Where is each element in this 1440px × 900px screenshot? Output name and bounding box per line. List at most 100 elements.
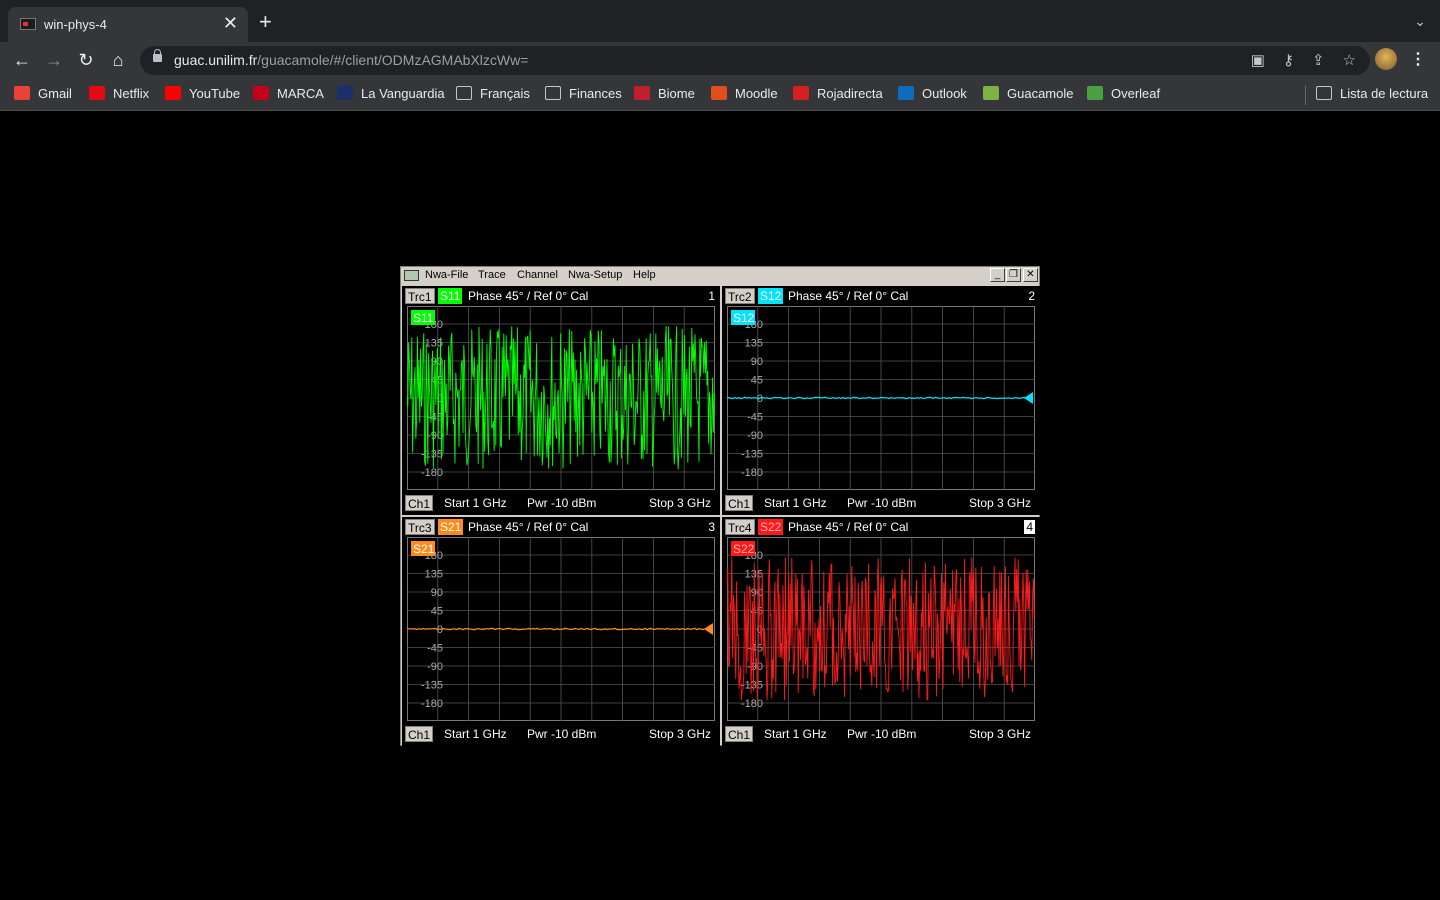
trace-tag[interactable]: S12 bbox=[733, 311, 755, 325]
reading-list[interactable]: Lista de lectura bbox=[1316, 86, 1428, 101]
bookmark-guacamole[interactable]: Guacamole bbox=[983, 86, 1073, 101]
trace-line bbox=[727, 396, 1026, 400]
minimize-icon[interactable]: _ bbox=[990, 268, 1005, 282]
channel-label[interactable]: Ch1 bbox=[725, 495, 754, 511]
favicon-icon bbox=[711, 86, 727, 100]
y-tick-label: -45 bbox=[427, 412, 443, 424]
lock-icon[interactable] bbox=[153, 49, 162, 62]
forward-icon[interactable]: → bbox=[45, 50, 63, 70]
bookmark-moodle[interactable]: Moodle bbox=[711, 86, 778, 101]
y-tick-label: -90 bbox=[427, 430, 443, 442]
home-icon[interactable]: ⌂ bbox=[112, 50, 124, 70]
channel-label[interactable]: Ch1 bbox=[405, 726, 434, 742]
trace-tag[interactable]: S22 bbox=[733, 542, 755, 556]
channel-label[interactable]: Ch1 bbox=[725, 726, 754, 742]
restore-icon[interactable]: ❐ bbox=[1006, 268, 1021, 282]
tab-strip: win-phys-4 ✕ + ⌄ bbox=[0, 0, 1440, 42]
y-tick-label: 135 bbox=[425, 338, 443, 350]
bookmark-gmail[interactable]: Gmail bbox=[14, 86, 72, 101]
start-frequency: Start 1 GHz bbox=[764, 496, 827, 510]
favicon-icon bbox=[14, 86, 30, 100]
reading-list-label: Lista de lectura bbox=[1340, 86, 1429, 101]
y-tick-label: -135 bbox=[421, 680, 443, 692]
trace-tag[interactable]: S21 bbox=[413, 542, 435, 556]
bookmark-label: YouTube bbox=[189, 86, 241, 101]
y-tick-label: -135 bbox=[741, 680, 763, 692]
bookmark-rojadirecta[interactable]: Rojadirecta bbox=[793, 86, 883, 101]
reference-marker[interactable] bbox=[1024, 392, 1033, 404]
bookmark-label: Finances bbox=[569, 86, 622, 101]
bookmark-overleaf[interactable]: Overleaf bbox=[1087, 86, 1160, 101]
y-tick-label: -90 bbox=[747, 661, 763, 673]
bookmark-label: La Vanguardia bbox=[361, 86, 445, 101]
trace-format: Phase 45° / Ref 0° Cal bbox=[788, 289, 909, 303]
y-tick-label: -90 bbox=[747, 430, 763, 442]
pane-footer: Ch1 Start 1 GHz Pwr -10 dBm Stop 3 GHz bbox=[722, 493, 1038, 513]
reload-icon[interactable]: ↻ bbox=[78, 50, 94, 70]
stop-frequency: Stop 3 GHz bbox=[969, 496, 1032, 510]
new-tab-icon[interactable]: + bbox=[259, 9, 272, 34]
pane-footer: Ch1 Start 1 GHz Pwr -10 dBm Stop 3 GHz bbox=[402, 724, 718, 744]
close-tab-icon[interactable]: ✕ bbox=[222, 13, 238, 33]
clipboard-icon[interactable]: ▣ bbox=[1250, 52, 1265, 69]
browser-toolbar: ← → ↻ ⌂ guac.unilim.fr/guacamole/#/clien… bbox=[0, 42, 1440, 78]
stop-frequency: Stop 3 GHz bbox=[969, 727, 1032, 741]
favicon-icon bbox=[793, 86, 809, 100]
bookmarks-bar: Gmail Netflix YouTube MARCA La Vanguardia Fra… bbox=[0, 78, 1440, 111]
browser-menu-icon[interactable]: ⋮ bbox=[1410, 51, 1426, 68]
url-text[interactable]: guac.unilim.fr/guacamole/#/client/ODMzAG… bbox=[174, 52, 528, 68]
share-icon[interactable]: ⇪ bbox=[1311, 52, 1325, 69]
close-window-icon[interactable]: ✕ bbox=[1023, 268, 1038, 282]
menu-channel[interactable]: Channel bbox=[517, 269, 558, 281]
key-icon[interactable]: ⚷ bbox=[1282, 52, 1294, 69]
channel-label[interactable]: Ch1 bbox=[405, 495, 434, 511]
address-bar[interactable]: guac.unilim.fr/guacamole/#/client/ODMzAG… bbox=[140, 46, 1370, 75]
y-tick-label: 90 bbox=[431, 587, 443, 599]
bookmark-marca[interactable]: MARCA bbox=[253, 86, 324, 101]
menu-trace[interactable]: Trace bbox=[478, 269, 506, 281]
y-tick-label: -45 bbox=[427, 643, 443, 655]
stop-frequency: Stop 3 GHz bbox=[649, 727, 712, 741]
trace-label[interactable]: Trc4 bbox=[725, 519, 755, 535]
bookmark-fran-ais[interactable]: Français bbox=[456, 86, 530, 101]
trace-label[interactable]: Trc3 bbox=[405, 519, 435, 535]
sparam-label[interactable]: S22 bbox=[758, 519, 784, 535]
sparam-label[interactable]: S12 bbox=[758, 288, 784, 304]
app-icon[interactable] bbox=[404, 270, 419, 281]
browser-tab[interactable]: win-phys-4 ✕ bbox=[8, 7, 248, 42]
sparam-label[interactable]: S11 bbox=[438, 288, 463, 304]
trace-label[interactable]: Trc2 bbox=[725, 288, 755, 304]
y-tick-label: -180 bbox=[741, 467, 763, 479]
sparam-label[interactable]: S21 bbox=[438, 519, 464, 535]
bookmark-netflix[interactable]: Netflix bbox=[89, 86, 149, 101]
bookmark-youtube[interactable]: YouTube bbox=[165, 86, 240, 101]
reference-marker[interactable] bbox=[704, 623, 713, 635]
bookmark-label: Gmail bbox=[38, 86, 72, 101]
bookmark-outlook[interactable]: Outlook bbox=[898, 86, 967, 101]
tab-favicon-icon bbox=[20, 18, 36, 30]
trace-label[interactable]: Trc1 bbox=[405, 288, 435, 304]
favicon-icon bbox=[165, 86, 181, 100]
y-tick-label: 0 bbox=[757, 393, 763, 405]
back-icon[interactable]: ← bbox=[13, 50, 31, 70]
profile-avatar[interactable] bbox=[1375, 48, 1397, 70]
trace-format: Phase 45° / Ref 0° Cal bbox=[468, 289, 589, 303]
pane-header: Trc2 S12 Phase 45° / Ref 0° Cal 2 bbox=[722, 286, 1038, 306]
tab-search-icon[interactable]: ⌄ bbox=[1414, 13, 1426, 29]
trace-tag[interactable]: S11 bbox=[413, 311, 434, 325]
y-tick-label: 135 bbox=[745, 338, 763, 350]
bookmark-biome[interactable]: Biome bbox=[634, 86, 695, 101]
y-tick-label: -135 bbox=[741, 449, 763, 461]
power-level: Pwr -10 dBm bbox=[847, 496, 917, 510]
menu-nwa-file[interactable]: Nwa-File bbox=[425, 269, 469, 281]
star-icon[interactable]: ☆ bbox=[1342, 52, 1356, 69]
bookmark-la-vanguardia[interactable]: La Vanguardia bbox=[337, 86, 445, 101]
menu-help[interactable]: Help bbox=[633, 269, 656, 281]
y-tick-label: 0 bbox=[437, 393, 443, 405]
menu-nwa-setup[interactable]: Nwa-Setup bbox=[568, 269, 623, 281]
bookmark-finances[interactable]: Finances bbox=[545, 86, 622, 101]
